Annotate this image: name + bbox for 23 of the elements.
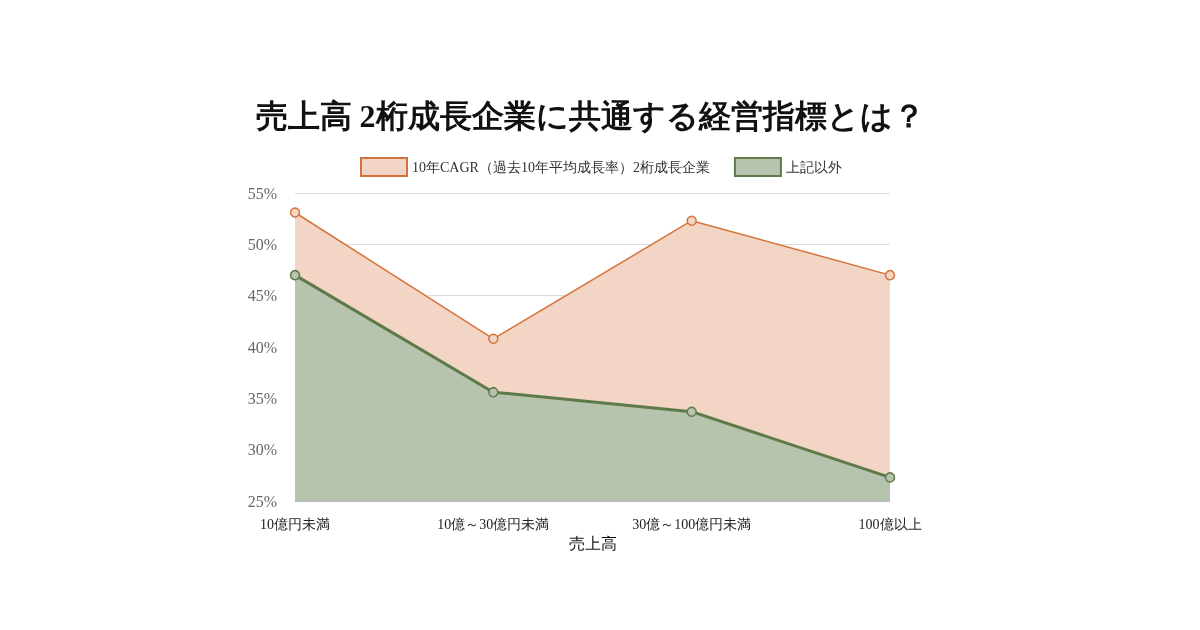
y-tick-label: 50% <box>247 235 277 253</box>
chart-title: 売上高 2桁成長企業に共通する経営指標とは？ <box>255 98 925 134</box>
point <box>686 215 697 226</box>
point <box>289 207 301 218</box>
point <box>289 269 301 281</box>
y-tick-label: 35% <box>247 389 277 407</box>
x-tick-label: 10億円未満 <box>260 516 330 532</box>
point <box>488 386 499 398</box>
legend-label: 10年CAGR（過去10年平均成長率）2桁成長企業 <box>412 159 710 175</box>
y-tick-label: 45% <box>247 287 277 305</box>
legend-label: 上記以外 <box>785 159 842 175</box>
point <box>686 406 697 417</box>
x-tick-label: 100億以上 <box>858 516 922 532</box>
y-tick-label: 30% <box>247 441 277 459</box>
x-axis-title: 売上高 <box>568 534 617 552</box>
point <box>884 472 896 483</box>
y-tick-label: 55% <box>247 184 277 202</box>
x-tick-label: 30億～100億円未満 <box>632 516 752 532</box>
x-tick-label: 10億～30億円未満 <box>437 516 550 532</box>
point <box>884 269 896 281</box>
y-tick-label: 25% <box>247 492 277 510</box>
point <box>488 333 499 345</box>
y-tick-label: 40% <box>247 338 277 356</box>
